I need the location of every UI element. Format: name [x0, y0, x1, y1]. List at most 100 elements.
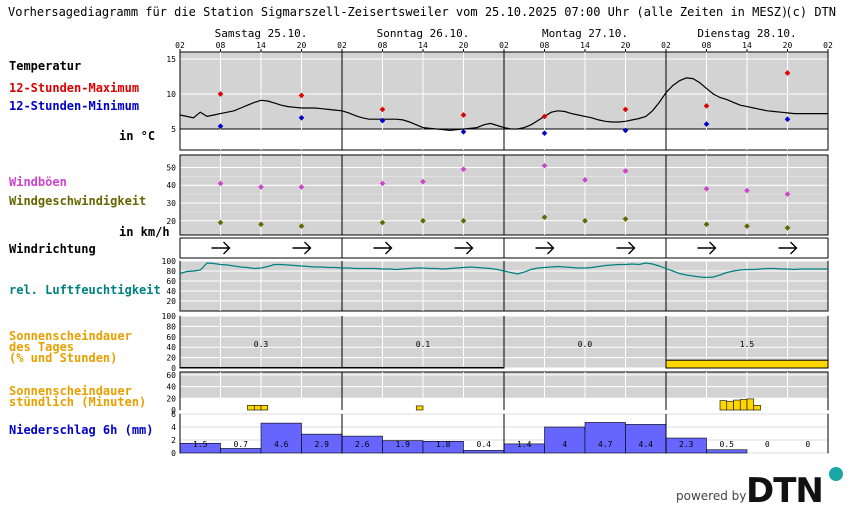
sun-daily-bar [665, 359, 829, 369]
temperature-ytick-label: 10 [166, 90, 176, 99]
wind-speed-point [298, 223, 305, 229]
wind-speed-point [217, 219, 224, 226]
humidity-label: rel. Luftfeuchtigkeit [9, 283, 161, 297]
sun-hourly-bar [746, 398, 755, 411]
sun-daily-value-label: 0.1 [416, 340, 431, 349]
day-label: Samstag 25.10. [215, 27, 308, 40]
max-temp-point [379, 106, 386, 113]
sun-hourly-ytick-label: 20 [166, 394, 176, 403]
hour-tick-label: 08 [702, 41, 712, 50]
precip-value-label: 4.6 [274, 440, 289, 449]
precip-ytick-label: 4 [171, 423, 176, 432]
min-temp-point [784, 116, 791, 123]
min-temp-point [217, 123, 224, 130]
sun-daily-ytick-label: 40 [166, 343, 176, 352]
day-label: Montag 27.10. [542, 27, 628, 40]
min-temp-point [379, 117, 386, 124]
wind-direction-arrow [292, 241, 312, 255]
precip-value-label: 2.3 [679, 440, 694, 449]
sun-hourly-ytick-label: 0 [171, 406, 176, 415]
sun-hourly-bar [253, 405, 262, 411]
precip-value-label: 4.4 [639, 440, 654, 449]
precip-value-label: 0 [765, 440, 770, 449]
max-temp-point [784, 70, 791, 76]
precip-value-label: 1.8 [436, 440, 451, 449]
hour-tick-label: 20 [621, 41, 631, 50]
hour-tick-label: 08 [540, 41, 550, 50]
gust-point [582, 177, 588, 183]
gust-point [217, 180, 224, 187]
precip-bar [463, 450, 505, 454]
wind-direction-arrow [697, 241, 717, 255]
wind-speed-point [379, 219, 386, 226]
wind-speed-label: Windgeschwindigkeit [9, 194, 147, 208]
day-label: Dienstag 28.10. [697, 27, 796, 40]
hour-tick-label: 02 [661, 41, 671, 50]
day-label: Sonntag 26.10. [377, 27, 470, 40]
max-temp-point [622, 106, 629, 113]
gust-point [460, 166, 467, 173]
temperature-label: Temperatur [9, 59, 82, 73]
footer-brand: powered by DTN [676, 467, 846, 511]
precip-ytick-label: 0 [171, 449, 176, 458]
precip-value-label: 0.7 [234, 440, 249, 449]
wind-speed-point [258, 221, 264, 228]
sun-hourly-bar [719, 400, 728, 411]
hour-tick-label: 20 [783, 41, 793, 50]
gust-point [541, 162, 548, 169]
sun-hourly-ytick-label: 40 [166, 383, 176, 392]
wind-speed-point [460, 217, 467, 224]
wind-direction-label: Windrichtung [9, 242, 96, 256]
precip-value-label: 1.4 [517, 440, 532, 449]
precip-value-label: 2.9 [315, 440, 330, 449]
precip-value-label: 4 [562, 440, 567, 449]
sun-hourly-bar [726, 400, 734, 411]
precip-label: Niederschlag 6h (mm) [9, 423, 154, 437]
gust-point [298, 184, 305, 190]
precip-bar [625, 424, 667, 454]
wind-speed-point [622, 216, 629, 222]
gust-point [622, 168, 629, 174]
sun-daily-value-label: 0.3 [254, 340, 269, 349]
precip-bar [584, 422, 626, 454]
temperature-line [179, 77, 828, 132]
precip-bar [422, 440, 464, 454]
precip-bar [544, 426, 586, 454]
sun-hourly-bar [739, 399, 748, 411]
wind-unit-label: in km/h [119, 225, 170, 239]
hour-tick-label: 08 [216, 41, 226, 50]
precip-value-label: 2.6 [355, 440, 370, 449]
sun-daily-ytick-label: 100 [162, 312, 177, 321]
hour-tick-label: 14 [742, 41, 752, 50]
precip-value-label: 0.5 [720, 440, 735, 449]
precip-value-label: 0 [805, 440, 810, 449]
sun-daily-value-label: 1.5 [740, 340, 755, 349]
humidity-ytick-label: 40 [166, 287, 176, 296]
gust-point [703, 185, 710, 192]
hour-tick-label: 14 [418, 41, 428, 50]
wind-speed-point [582, 217, 588, 224]
sun-hourly-bar [260, 405, 269, 411]
hour-tick-label: 20 [459, 41, 469, 50]
gust-point [784, 191, 791, 197]
gust-point [744, 187, 750, 194]
sun-daily-ytick-label: 0 [171, 364, 176, 373]
wind-direction-arrow [373, 241, 393, 255]
hour-tick-label: 02 [175, 41, 185, 50]
wind-speed-point [541, 214, 548, 221]
wind-ytick-label: 40 [166, 181, 176, 190]
wind-ytick-label: 20 [166, 217, 176, 226]
wind-ytick-label: 50 [166, 163, 176, 172]
sun-daily-value-label: 0.0 [578, 340, 593, 349]
max-temp-point [541, 113, 548, 120]
max-label: 12-Stunden-Maximum [9, 81, 140, 95]
gust-point [258, 184, 264, 190]
wind-speed-point [703, 221, 710, 228]
sun-hourly-bar [733, 399, 741, 411]
wind-direction-arrow [454, 241, 474, 255]
sun-hourly-label: Sonnenscheindauer stündlich (Minuten) [9, 384, 147, 409]
temperature-ytick-label: 5 [171, 125, 176, 134]
precip-ytick-label: 6 [171, 410, 176, 419]
gust-point [379, 180, 386, 187]
